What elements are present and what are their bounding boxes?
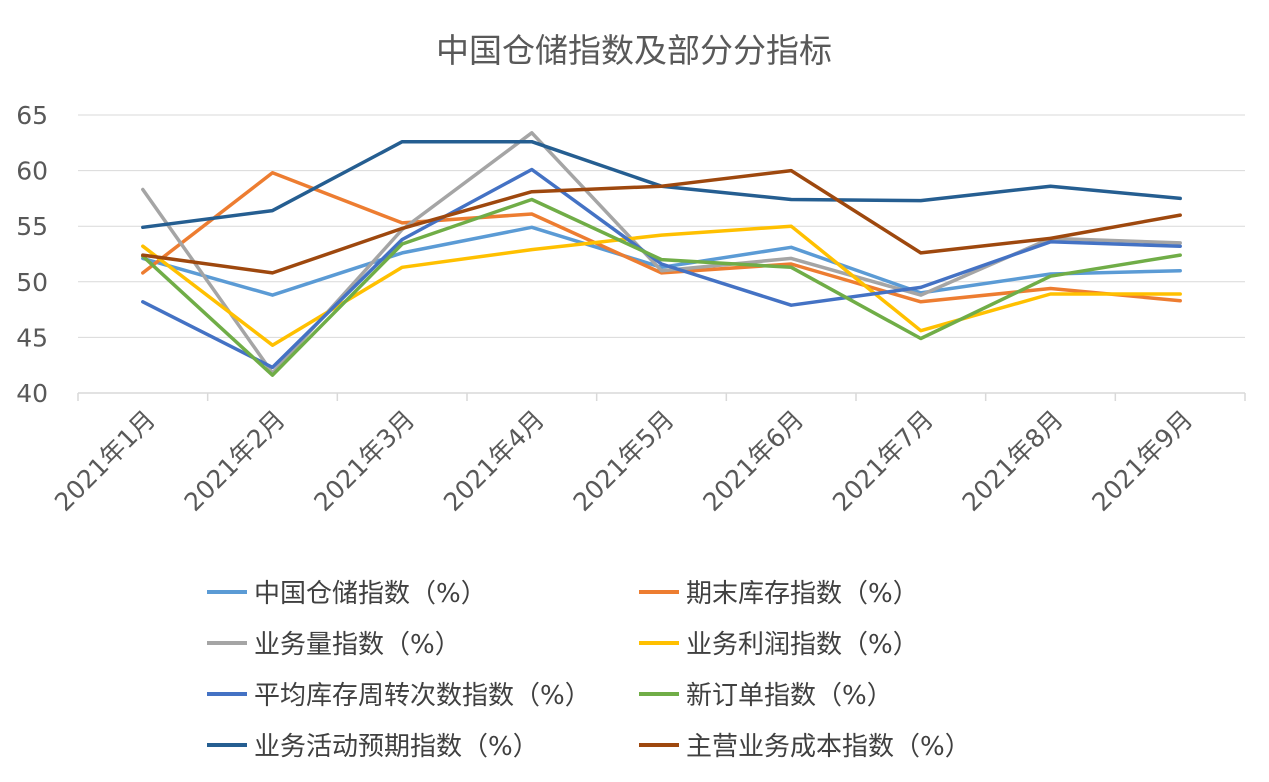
series-lines <box>141 131 1182 377</box>
legend-label: 主营业务成本指数（%） <box>686 732 971 762</box>
x-tick-label: 2021年3月 <box>308 405 420 517</box>
x-tick-label: 2021年8月 <box>957 405 1069 517</box>
legend-label: 中国仓储指数（%） <box>254 579 487 609</box>
legend-label: 业务量指数（%） <box>254 630 461 660</box>
series-line-4 <box>141 167 1182 370</box>
series-line-0 <box>141 225 1182 297</box>
legend-label: 业务利润指数（%） <box>686 630 919 660</box>
legend: 中国仓储指数（%） 期末库存指数（%） 业务量指数（%） 业务利润指数（%） 平均库存周… <box>207 579 971 762</box>
y-tick-label: 60 <box>16 157 48 186</box>
legend-label: 期末库存指数（%） <box>686 579 919 609</box>
series-line-1 <box>141 171 1182 304</box>
x-axis: 2021年1月 2021年2月 2021年3月 2021年4月 2021年5月 2021年… <box>49 392 1246 517</box>
y-tick-label: 50 <box>16 268 48 297</box>
y-tick-label: 45 <box>16 323 48 352</box>
x-tick-label: 2021年4月 <box>438 405 550 517</box>
x-tick-label: 2021年5月 <box>568 405 680 517</box>
chart-title: 中国仓储指数及部分分指标 <box>436 31 832 70</box>
legend-label: 业务活动预期指数（%） <box>254 732 539 762</box>
series-line-5 <box>141 197 1182 377</box>
x-tick-label: 2021年7月 <box>827 405 939 517</box>
x-tick-label: 2021年9月 <box>1086 405 1198 517</box>
gridlines <box>78 114 1245 338</box>
x-tick-label: 2021年6月 <box>697 405 809 517</box>
x-tick-label: 2021年1月 <box>49 405 161 517</box>
legend-label: 平均库存周转次数指数（%） <box>254 681 591 711</box>
series-line-3 <box>141 224 1182 347</box>
x-tick-label: 2021年2月 <box>179 405 291 517</box>
legend-label: 新订单指数（%） <box>686 681 893 711</box>
y-tick-label: 40 <box>16 379 48 408</box>
y-axis-ticks: 40 45 50 55 60 65 <box>16 101 48 408</box>
y-tick-label: 55 <box>16 212 48 241</box>
y-tick-label: 65 <box>16 101 48 130</box>
series-line-7 <box>141 168 1182 275</box>
